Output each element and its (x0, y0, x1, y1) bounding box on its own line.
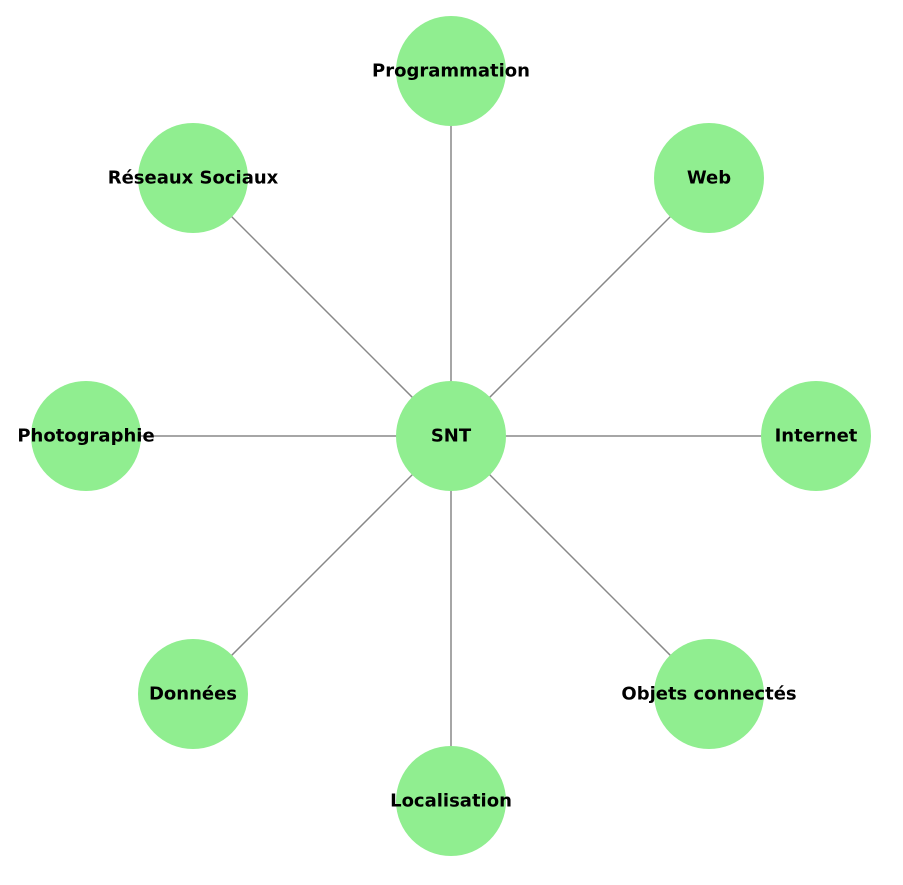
edge-snt-reseaux-sociaux (192, 177, 452, 437)
node-programmation[interactable]: Programmation (372, 16, 530, 126)
edges-group (86, 71, 816, 801)
node-web-label: Web (687, 168, 731, 189)
node-internet[interactable]: Internet (761, 381, 871, 491)
node-web-circle (654, 123, 764, 233)
node-objets-connectes-label: Objets connectés (621, 684, 796, 705)
node-snt[interactable]: SNT (396, 381, 506, 491)
edge-snt-donnees (192, 435, 452, 695)
edge-snt-web (450, 177, 710, 437)
node-photographie-label: Photographie (17, 426, 154, 447)
node-localisation[interactable]: Localisation (390, 746, 512, 856)
node-donnees-label: Données (149, 684, 237, 705)
node-objets-connectes-circle (654, 639, 764, 749)
node-internet-circle (761, 381, 871, 491)
node-photographie-circle (31, 381, 141, 491)
nodes-group: SNT Programmation Web Internet Objets co… (17, 16, 871, 856)
node-reseaux-sociaux[interactable]: Réseaux Sociaux (108, 123, 279, 233)
node-donnees[interactable]: Données (138, 639, 248, 749)
node-programmation-label: Programmation (372, 61, 530, 82)
node-internet-label: Internet (775, 426, 858, 447)
node-objets-connectes[interactable]: Objets connectés (621, 639, 797, 749)
edge-snt-objets-connectes (450, 435, 710, 695)
node-snt-label: SNT (431, 426, 472, 447)
node-donnees-circle (138, 639, 248, 749)
node-localisation-label: Localisation (390, 791, 512, 812)
node-reseaux-sociaux-label: Réseaux Sociaux (108, 168, 279, 189)
node-snt-circle (396, 381, 506, 491)
node-web[interactable]: Web (654, 123, 764, 233)
node-reseaux-sociaux-circle (138, 123, 248, 233)
node-localisation-circle (396, 746, 506, 856)
node-photographie[interactable]: Photographie (17, 381, 155, 491)
node-programmation-circle (396, 16, 506, 126)
